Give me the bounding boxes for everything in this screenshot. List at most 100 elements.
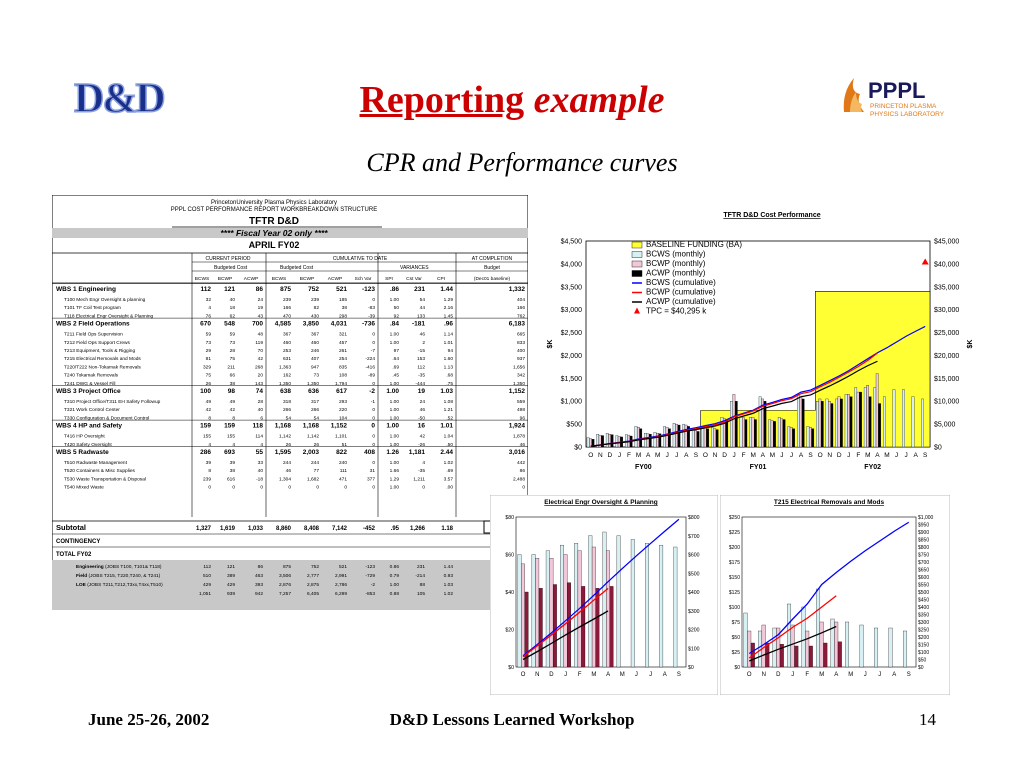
- cpr-cell: 1.00: [390, 399, 400, 405]
- cpr-cell: 253: [283, 348, 291, 354]
- cpr-cell: 2: [422, 340, 425, 346]
- cpr-cell: 875: [280, 286, 291, 293]
- cpr-cell: 3,016: [509, 449, 526, 456]
- cpr-cell: 0: [208, 485, 211, 491]
- monthly-bar: [754, 419, 757, 448]
- x-tick-label: M: [848, 672, 853, 678]
- cpr-summary-cell: 105: [417, 591, 425, 597]
- monthly-bar: [616, 535, 621, 668]
- x-tick-label: A: [663, 672, 667, 678]
- monthly-bar: [902, 389, 905, 448]
- cpr-summary-cell: 2,786: [335, 582, 347, 588]
- monthly-bar: [694, 430, 697, 448]
- cpr-cell: -83: [368, 305, 375, 311]
- monthly-bar: [687, 426, 690, 448]
- y2-tick-label: $45,000: [934, 239, 959, 246]
- pppl-flame-icon: [843, 78, 864, 112]
- cpr-summary-cell: 1.03: [444, 582, 454, 588]
- cpr-cell: 1.00: [386, 423, 399, 430]
- y2-tick-label: $950: [918, 523, 929, 529]
- cpr-cell: 54: [286, 415, 292, 421]
- cpr-cell: 1,595: [275, 449, 292, 456]
- cpr-cell: 1,152: [509, 388, 526, 395]
- monthly-bar: [715, 429, 719, 448]
- cpr-cell: 1.29: [444, 297, 454, 303]
- cpr-cell: 59: [230, 332, 236, 338]
- cpr-summary-cell: 1.02: [444, 591, 454, 597]
- cpr-cell: 0: [316, 485, 319, 491]
- cpr-cell: 77: [314, 468, 320, 474]
- cpr-cell: 0: [372, 434, 375, 440]
- cpr-cell: 700: [252, 321, 263, 328]
- cpr-cell: 0: [372, 297, 375, 303]
- x-tick-label: N: [827, 452, 832, 459]
- y-tick-label: $225: [729, 530, 740, 536]
- monthly-bar: [854, 387, 858, 448]
- y2-tick-label: $250: [918, 628, 929, 634]
- monthly-bar: [805, 630, 810, 668]
- cpr-cell: 0: [288, 485, 291, 491]
- cpr-cell: 133: [417, 313, 425, 319]
- cpr-item-label: T118 Electrical Engr Oversight & Plannin…: [64, 313, 154, 319]
- cpr-cell: 1.60: [444, 356, 454, 362]
- cpr-cell: .86: [390, 286, 399, 293]
- monthly-bar: [574, 543, 579, 668]
- cpr-cell: 430: [311, 313, 319, 319]
- cpr-org: PrincetonUniversity Plasma Physics Labor…: [211, 200, 337, 206]
- cpr-cell: 4,585: [275, 321, 292, 328]
- cpr-summary-cell: 88: [420, 582, 426, 588]
- cpr-cell: 26: [286, 442, 292, 448]
- cpr-summary-cell: 393: [255, 582, 263, 588]
- monthly-bar: [749, 417, 752, 448]
- cpr-summary-cell: -123: [365, 564, 375, 570]
- monthly-bar: [581, 586, 586, 668]
- cpr-summary-cell: 429: [227, 582, 235, 588]
- cpr-cell: 4: [422, 460, 425, 466]
- svg-text:PHYSICS LABORATORY: PHYSICS LABORATORY: [870, 111, 945, 118]
- monthly-bar: [601, 435, 604, 448]
- cpr-period: APRIL FY02: [249, 240, 300, 250]
- cpr-cell: 559: [517, 399, 525, 405]
- y-tick-label: $60: [505, 553, 514, 559]
- cpr-cell: .75: [446, 381, 453, 387]
- cpr-cell: 268: [255, 364, 263, 370]
- cpr-sub-variances: VARIANCES: [400, 265, 429, 271]
- cpr-cell: 86: [520, 468, 526, 474]
- cpr-col-header: ACWP: [328, 276, 342, 282]
- cpr-cell: 367: [311, 332, 319, 338]
- pppl-logo: PPPL PRINCETON PLASMA PHYSICS LABORATORY: [843, 78, 945, 118]
- cpr-cell: -736: [362, 321, 375, 328]
- x-tick-label: M: [620, 672, 625, 678]
- cpr-cell: 31: [370, 468, 376, 474]
- monthly-bar: [658, 433, 662, 448]
- monthly-bar: [818, 398, 822, 448]
- cpr-cell: 8: [208, 468, 211, 474]
- cpr-cell: 100: [200, 388, 211, 395]
- cpr-cell: 40: [258, 407, 264, 413]
- cpr-cell: 96: [520, 415, 526, 421]
- monthly-bar: [816, 401, 819, 448]
- cpr-cell: 1,181: [409, 449, 426, 456]
- x-tick-label: D: [837, 452, 842, 459]
- monthly-bar: [874, 627, 879, 668]
- monthly-bar: [845, 621, 850, 668]
- monthly-bar: [747, 630, 752, 668]
- cpr-cell: 1,878: [513, 434, 525, 440]
- cpr-cell: 404: [517, 297, 525, 303]
- small-chart-plot-area: [515, 516, 687, 668]
- cpr-cell: 1.00: [390, 381, 400, 387]
- cpr-item-label: T416 HP Oversight: [64, 434, 105, 440]
- monthly-bar: [758, 396, 762, 448]
- x-tick-label: A: [684, 452, 689, 459]
- cpr-cell: 239: [203, 476, 211, 482]
- legend-swatch: [631, 241, 643, 249]
- cpr-cell: 33: [258, 460, 264, 466]
- cpr-cell: -18: [256, 476, 263, 482]
- monthly-bar: [811, 428, 815, 448]
- monthly-bar: [816, 588, 821, 668]
- cpr-cell: 1.03: [440, 388, 453, 395]
- cpr-cell: -2: [369, 388, 375, 395]
- cpr-cell: 617: [336, 388, 347, 395]
- cpr-summary-cell: 2,991: [335, 573, 347, 579]
- x-tick-label: J: [564, 672, 567, 678]
